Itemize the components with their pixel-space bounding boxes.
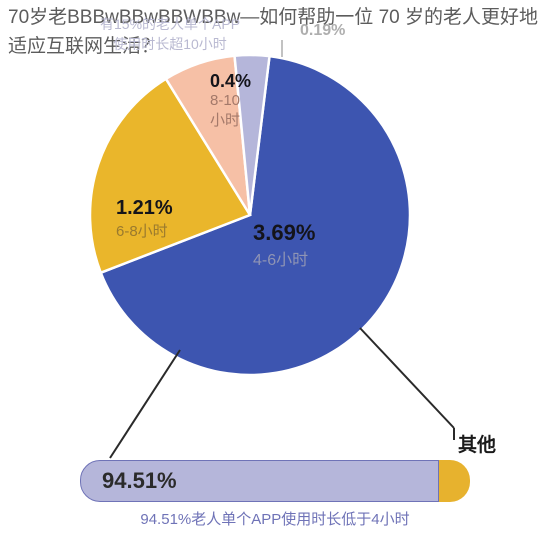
faded-header-line1: 有15%的老人单个APP [100, 14, 240, 34]
faded-header: 有15%的老人单个APP 使用时长超10小时 [100, 14, 240, 54]
summary-bar: 94.51% [80, 460, 470, 502]
slice-duration: 8-10小时 [210, 92, 251, 130]
slice-percent: 3.69% [253, 220, 315, 246]
slice-label-1: 1.21% 6-8小时 [116, 197, 173, 241]
faded-header-line2: 使用时长超10小时 [100, 34, 240, 54]
slice-percent: 0.19% [300, 22, 345, 40]
caption: 94.51%老人单个APP使用时长低于4小时 [0, 508, 550, 529]
slice-percent: 1.21% [116, 197, 173, 220]
slice-percent: 0.4% [210, 71, 251, 92]
slice-label-3: 0.19% [300, 22, 345, 40]
slice-duration: 6-8小时 [116, 220, 173, 241]
slice-label-2: 0.4% 8-10小时 [210, 71, 251, 130]
slice-duration: 4-6小时 [253, 246, 315, 270]
pie-chart: 3.69% 4-6小时 1.21% 6-8小时 0.4% 8-10小时 0.19… [0, 0, 550, 400]
bar-value: 94.51% [102, 460, 177, 502]
other-label: 其他 [458, 430, 496, 457]
root: 70岁老BBBwBBwBBWBBw—如何帮助一位 70 岁的老人更好地适应互联网… [0, 0, 550, 544]
slice-label-0: 3.69% 4-6小时 [253, 220, 315, 270]
pie-svg [0, 0, 550, 400]
